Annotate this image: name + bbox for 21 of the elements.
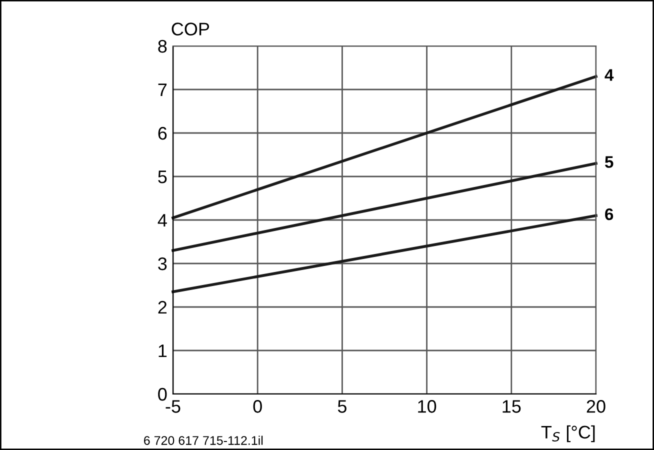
y-tick-label: 4 [158, 214, 167, 227]
series-label: 6 [605, 208, 614, 220]
x-tick-label: 0 [253, 400, 262, 413]
y-axis-title: COP [172, 22, 210, 36]
text: 6 720 617 715-112.1il [144, 436, 263, 445]
x-axis-title: T$_{S}$ [°C] [541, 425, 595, 442]
series-label: 4 [604, 69, 614, 81]
y-tick-label: 5 [158, 170, 167, 184]
x-tick-label: 5 [338, 400, 346, 413]
x-tick-label: 15 [502, 400, 521, 413]
y-tick-label: 2 [158, 300, 167, 314]
series-label: 5 [604, 156, 614, 168]
x-tick-label: 10 [418, 400, 436, 413]
y-tick-label: 0 [158, 388, 167, 401]
y-tick-label: 3 [158, 257, 167, 270]
y-tick-label: 8 [158, 40, 167, 53]
y-tick-label: 1 [158, 344, 167, 358]
x-tick-label: 20 [586, 400, 606, 413]
y-tick-label: 7 [158, 84, 167, 96]
y-tick-label: 6 [158, 126, 167, 140]
x-tick-label: -5 [166, 400, 180, 413]
